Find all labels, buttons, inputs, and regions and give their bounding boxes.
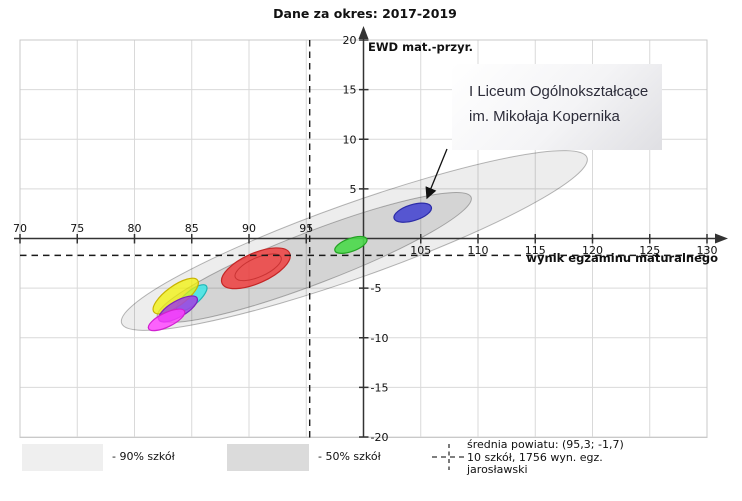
x-tick-label: 95 (299, 222, 313, 235)
y-tick-label: -5 (371, 282, 382, 295)
annotation-arrow-layer (425, 148, 448, 200)
y-tick-label: -15 (371, 381, 389, 394)
legend-stats-block: średnia powiatu: (95,3; -1,7) 10 szkół, … (467, 438, 624, 477)
y-tick-label: 15 (343, 84, 357, 97)
ellipse-school-magenta[interactable] (146, 305, 188, 335)
y-tick-label: -10 (371, 332, 389, 345)
x-tick-label: 110 (468, 244, 489, 257)
callout-line-1: I Liceum Ogólnokształcące (469, 83, 649, 100)
x-tick-label: 75 (70, 222, 84, 235)
x-tick-label: 120 (582, 244, 603, 257)
ellipse-school-red-inner (234, 253, 282, 282)
y-tick-label: 10 (343, 133, 357, 146)
y-tick-label: 20 (343, 34, 357, 47)
ellipse-school-green[interactable] (333, 233, 369, 257)
legend-stats-counts: 10 szkół, 1756 wyn. egz. (467, 450, 603, 464)
mean-point-icon (432, 444, 465, 470)
y-tick-label: 5 (350, 183, 357, 196)
x-tick-label: 105 (410, 244, 431, 257)
x-tick-label: 115 (525, 244, 546, 257)
x-tick-label: 80 (128, 222, 142, 235)
legend-label-90pct: - 90% szkół (112, 450, 175, 463)
x-tick-label: 90 (242, 222, 256, 235)
legend-label-50pct: - 50% szkół (318, 450, 381, 463)
school-ellipses-layer (146, 199, 434, 335)
x-tick-label: 70 (13, 222, 27, 235)
ellipse-school-blue[interactable] (392, 199, 434, 226)
legend-stats-mean: średnia powiatu: (95,3; -1,7) (467, 438, 624, 451)
callout-arrow (425, 148, 448, 200)
x-tick-label: 85 (185, 222, 199, 235)
y-axis-label: EWD mat.-przyr. (368, 40, 473, 54)
x-tick-label: 130 (697, 244, 718, 257)
legend-swatch-50pct (227, 444, 309, 471)
x-axis-label: wynik egzaminu maturalnego (526, 251, 718, 265)
ellipse-district-50pct (156, 191, 472, 323)
school-callout-box: I Liceum Ogólnokształcące im. Mikołaja K… (452, 64, 662, 150)
mean-lines-layer (20, 40, 707, 438)
chart-title: Dane za okres: 2017-2019 (273, 6, 457, 21)
y-tick-label: -20 (371, 431, 389, 444)
x-tick-label: 125 (639, 244, 660, 257)
y-axis-arrow (358, 26, 369, 39)
callout-line-2: im. Mikołaja Kopernika (469, 108, 620, 125)
legend-stats-district: jarosławski (467, 463, 528, 476)
ellipse-school-red[interactable] (216, 240, 296, 298)
x-axis-arrow (715, 233, 728, 244)
legend-swatch-90pct (22, 444, 103, 471)
